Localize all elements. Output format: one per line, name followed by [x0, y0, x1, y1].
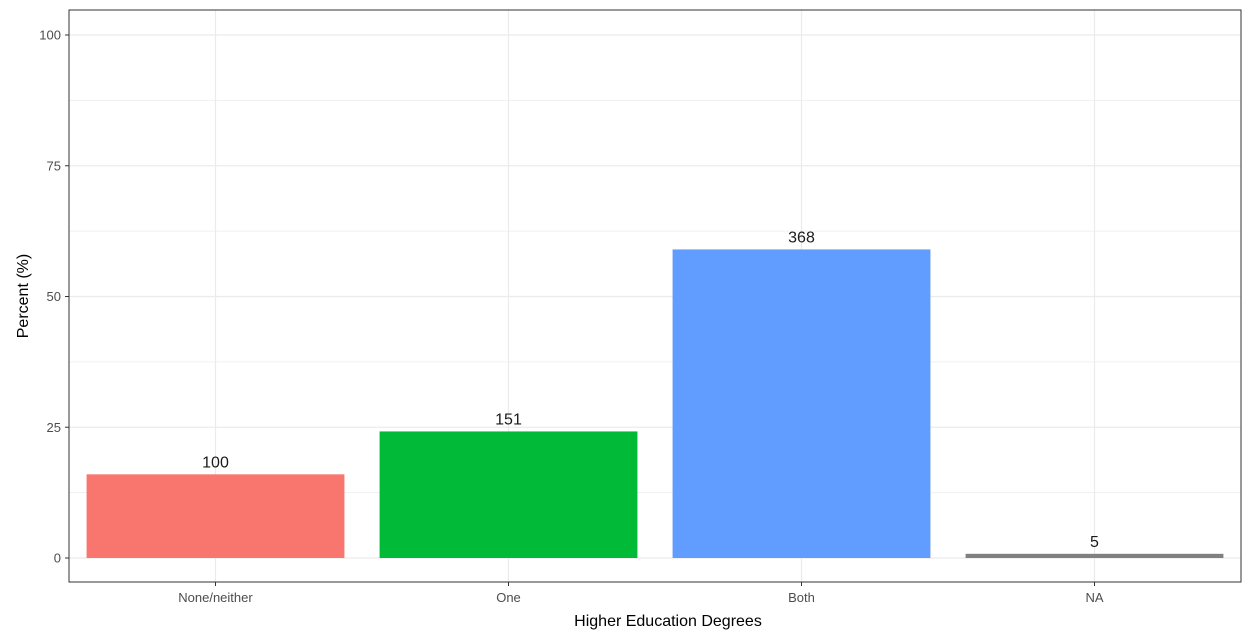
y-tick-label: 75	[47, 158, 61, 173]
y-tick-label: 25	[47, 420, 61, 435]
y-tick-label: 0	[54, 551, 61, 566]
bar-both	[672, 249, 931, 558]
y-axis: 0 25 50 75 100	[39, 28, 69, 566]
y-axis-title: Percent (%)	[15, 254, 32, 338]
bar-value-label: 5	[1090, 534, 1099, 551]
bars	[86, 249, 1224, 558]
bar-none-neither	[86, 474, 345, 558]
y-tick-label: 50	[47, 289, 61, 304]
bar-value-label: 100	[202, 454, 229, 471]
grid-lines	[69, 10, 1241, 582]
bar-value-label: 368	[788, 229, 815, 246]
y-tick-label: 100	[39, 28, 61, 43]
x-tick-label: Both	[788, 590, 815, 605]
bar-na	[965, 553, 1224, 558]
x-axis: None/neither One Both NA	[178, 582, 1104, 605]
x-tick-label: None/neither	[178, 590, 253, 605]
x-tick-label: One	[496, 590, 521, 605]
bar-value-label: 151	[495, 411, 522, 428]
x-tick-label: NA	[1085, 590, 1103, 605]
bar-one	[379, 431, 638, 558]
bar-value-labels: 100 151 368 5	[202, 229, 1099, 550]
x-axis-title: Higher Education Degrees	[574, 613, 762, 630]
